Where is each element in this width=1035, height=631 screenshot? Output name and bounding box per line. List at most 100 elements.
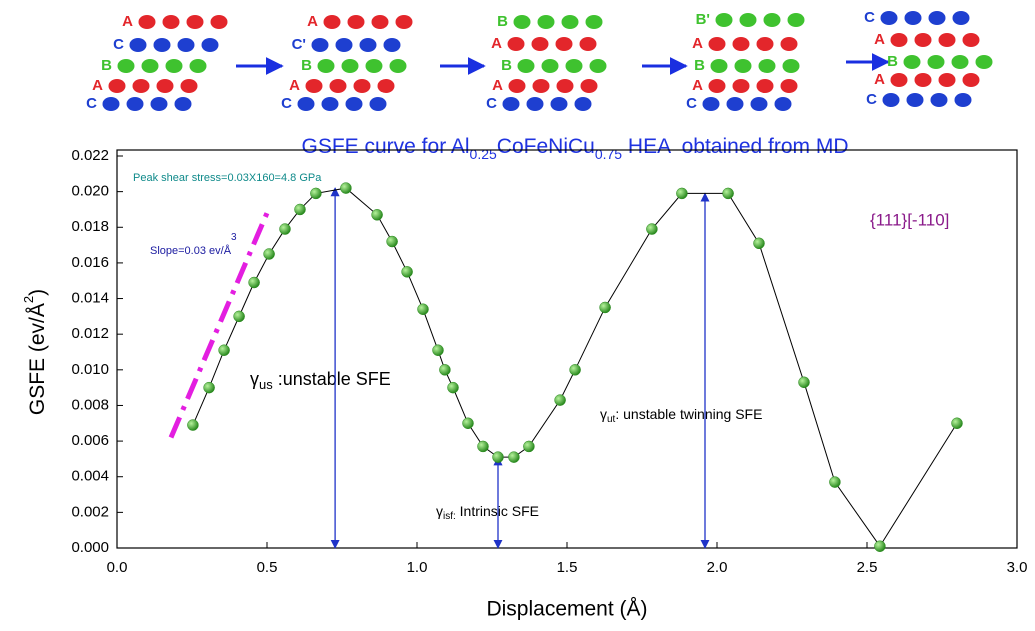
layer-label: B' <box>696 11 710 28</box>
y-tick-label: 0.000 <box>71 539 109 556</box>
atom <box>180 79 198 93</box>
atom <box>890 73 908 87</box>
layer-label: C' <box>292 36 306 53</box>
x-tick-label: 0.0 <box>107 559 128 576</box>
atom <box>787 13 805 27</box>
chart-title: GSFE curve for Al0.25CoFeNiCu0.75 HEA ob… <box>301 135 848 162</box>
atom <box>141 59 159 73</box>
atom <box>129 38 147 52</box>
atom <box>323 15 341 29</box>
data-point <box>508 451 520 463</box>
atom <box>532 79 550 93</box>
atom <box>353 79 371 93</box>
atom <box>389 59 407 73</box>
data-point <box>263 248 275 260</box>
atom <box>780 79 798 93</box>
atom <box>579 37 597 51</box>
atom <box>341 59 359 73</box>
atom <box>734 59 752 73</box>
atom <box>914 73 932 87</box>
data-point <box>753 237 765 250</box>
data-point <box>569 364 581 376</box>
atom <box>732 37 750 51</box>
layer-label: A <box>692 77 703 94</box>
y-tick-label: 0.022 <box>71 147 109 164</box>
atom <box>561 15 579 29</box>
atom <box>904 11 922 25</box>
stack-arrows <box>236 53 890 75</box>
atom <box>975 55 993 69</box>
y-axis-label: GSFE (ev/Å2) <box>21 289 48 415</box>
layer-label: B <box>301 57 312 74</box>
atom <box>210 15 228 29</box>
x-tick-label: 0.5 <box>257 559 278 576</box>
layer-label: A <box>307 13 318 30</box>
atom <box>756 79 774 93</box>
data-point <box>233 310 245 323</box>
atom <box>954 93 972 107</box>
data-point <box>386 235 398 248</box>
data-point <box>951 417 963 430</box>
atom <box>574 97 592 111</box>
x-tick-label: 1.5 <box>557 559 578 576</box>
data-point <box>248 276 260 289</box>
atom <box>329 79 347 93</box>
atom <box>305 79 323 93</box>
atom <box>369 97 387 111</box>
atom <box>962 73 980 87</box>
atom <box>930 93 948 107</box>
atom <box>585 15 603 29</box>
atom <box>102 97 120 111</box>
layer-label: B <box>694 57 705 74</box>
layer-label: A <box>122 13 133 30</box>
atom <box>371 15 389 29</box>
atom <box>555 37 573 51</box>
atom <box>165 59 183 73</box>
layer-label: B <box>887 53 898 70</box>
y-tick-label: 0.006 <box>71 432 109 449</box>
atom <box>780 37 798 51</box>
atom <box>297 97 315 111</box>
atom <box>550 97 568 111</box>
layer-label: A <box>289 77 300 94</box>
atom <box>526 97 544 111</box>
atom <box>186 15 204 29</box>
data-point <box>554 394 566 406</box>
data-point <box>371 209 383 221</box>
atom <box>882 93 900 107</box>
annotation: γut: unstable twinning SFE <box>600 406 762 425</box>
atom <box>750 97 768 111</box>
data-point <box>187 419 199 431</box>
layer-label: B <box>497 13 508 30</box>
layer-label: B <box>101 57 112 74</box>
y-tick-label: 0.016 <box>71 254 109 271</box>
data-point <box>294 203 306 216</box>
atom <box>739 13 757 27</box>
data-point <box>462 417 474 430</box>
y-tick-label: 0.012 <box>71 325 109 342</box>
atom <box>914 33 932 47</box>
atom <box>117 59 135 73</box>
atom <box>126 97 144 111</box>
data-point <box>439 364 451 376</box>
layer-label: A <box>874 71 885 88</box>
y-tick-label: 0.020 <box>71 183 109 200</box>
annotation: γisf: Intrinsic SFE <box>436 503 539 522</box>
layer-label: A <box>492 77 503 94</box>
atom <box>715 13 733 27</box>
layer-label: B <box>501 57 512 74</box>
atom <box>502 97 520 111</box>
atom <box>365 59 383 73</box>
data-point <box>477 440 489 453</box>
atom <box>938 73 956 87</box>
atom <box>763 13 781 27</box>
atom <box>903 55 921 69</box>
data-point <box>523 440 535 453</box>
atom <box>890 33 908 47</box>
atom <box>177 38 195 52</box>
atom <box>952 11 970 25</box>
atom <box>774 97 792 111</box>
atom <box>928 11 946 25</box>
annotation: γus :unstable SFE <box>250 369 391 393</box>
y-tick-label: 0.002 <box>71 503 109 520</box>
